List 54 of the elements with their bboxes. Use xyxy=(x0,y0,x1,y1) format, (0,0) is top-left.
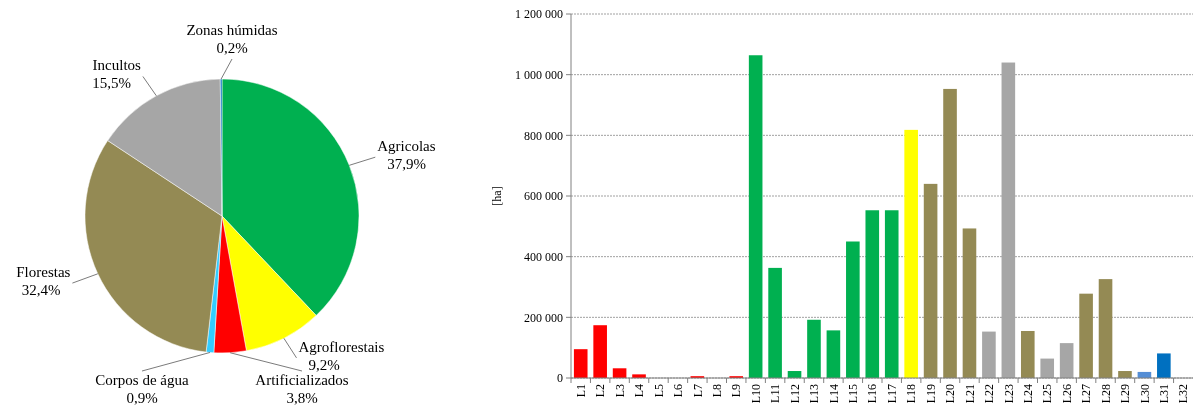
slice-label: Agricolas xyxy=(377,138,436,155)
x-tick-label: L20 xyxy=(943,384,958,404)
x-tick-label: L12 xyxy=(787,384,802,404)
x-tick-label: L15 xyxy=(846,384,861,404)
x-tick-label: L16 xyxy=(865,384,880,404)
x-tick-label: L9 xyxy=(729,384,744,398)
y-tick-label: 600 000 xyxy=(524,189,563,204)
slice-label: Artificializados xyxy=(255,372,349,388)
x-tick-label: L2 xyxy=(593,384,608,398)
x-tick-label: L30 xyxy=(1137,384,1152,404)
x-tick-label: L26 xyxy=(1059,384,1074,404)
x-tick-label: L29 xyxy=(1118,384,1133,404)
y-tick-label: 0 xyxy=(557,371,563,386)
x-tick-label: L3 xyxy=(612,384,627,398)
y-tick-label: 800 000 xyxy=(524,128,563,143)
data-label: 32,4% xyxy=(21,282,61,299)
slice-label: Incultos xyxy=(92,57,142,74)
x-tick-label: L10 xyxy=(748,384,763,404)
x-tick-label: L22 xyxy=(982,384,997,404)
x-tick-label: L11 xyxy=(768,384,783,403)
data-label: 37,9% xyxy=(387,156,427,173)
slice-label: Corpos de água xyxy=(95,372,189,388)
y-axis-title: [ha] xyxy=(490,186,504,206)
x-tick-label: L28 xyxy=(1098,384,1113,404)
x-tick-label: L25 xyxy=(1040,384,1055,404)
data-label: 15,5% xyxy=(92,75,131,92)
x-tick-label: L32 xyxy=(1176,384,1191,404)
y-tick-label: 1 200 000 xyxy=(515,7,563,22)
x-tick-label: L24 xyxy=(1020,384,1035,404)
y-tick-label: 400 000 xyxy=(524,249,563,264)
data-label: 3,8% xyxy=(286,390,318,406)
x-tick-label: L13 xyxy=(807,384,822,404)
x-tick-label: L8 xyxy=(709,384,724,398)
x-tick-label: L5 xyxy=(651,384,666,398)
data-label: 0,9% xyxy=(126,390,158,406)
x-tick-label: L6 xyxy=(671,384,686,398)
x-tick-label: L14 xyxy=(826,384,841,404)
x-tick-label: L17 xyxy=(884,384,899,404)
x-tick-label: L4 xyxy=(632,384,647,398)
x-tick-label: L18 xyxy=(904,384,919,404)
x-tick-label: L31 xyxy=(1157,384,1172,404)
x-tick-label: L7 xyxy=(690,384,705,398)
data-label: 9,2% xyxy=(308,356,340,373)
slice-label: Zonas húmidas xyxy=(186,22,278,38)
y-tick-label: 1 000 000 xyxy=(515,67,563,82)
x-tick-label: L1 xyxy=(573,384,588,398)
x-tick-label: L19 xyxy=(923,384,938,404)
data-label: 0,2% xyxy=(216,40,248,56)
y-tick-label: 200 000 xyxy=(524,310,563,325)
x-tick-label: L27 xyxy=(1079,384,1094,404)
slice-label: Florestas xyxy=(16,264,71,281)
slice-label: Agroflorestais xyxy=(298,338,385,355)
x-tick-label: L23 xyxy=(1001,384,1016,404)
x-tick-label: L21 xyxy=(962,384,977,404)
